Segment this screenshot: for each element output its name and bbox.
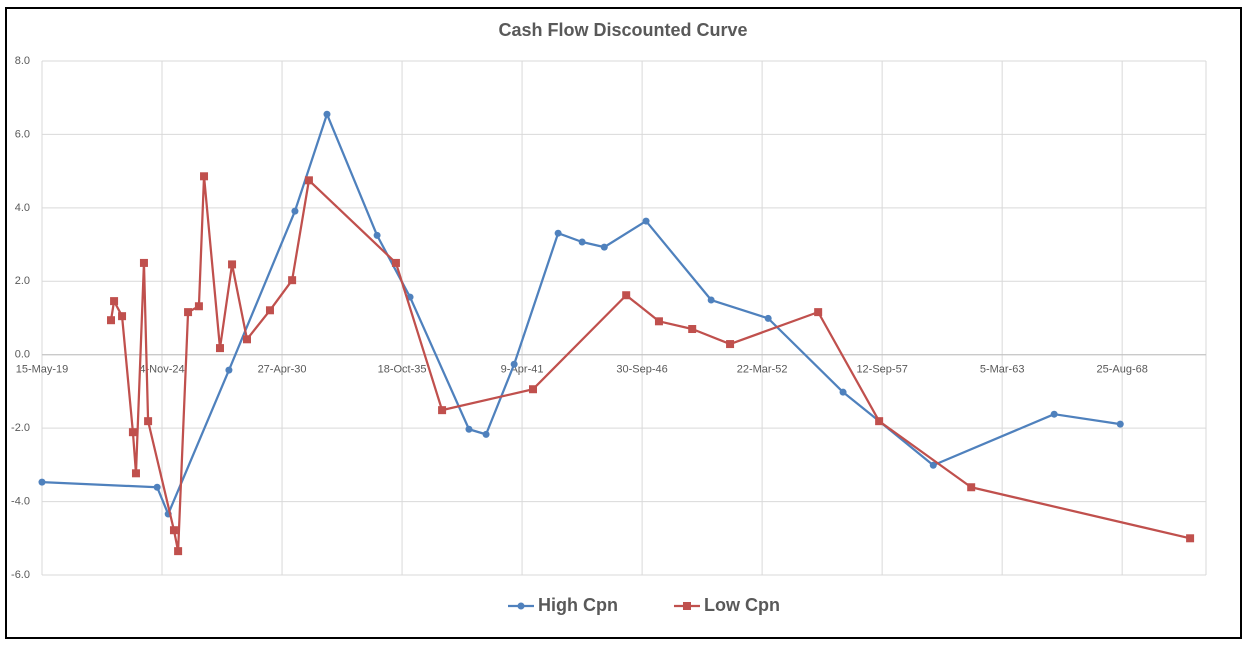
- y-tick-label: -2.0: [11, 422, 30, 434]
- x-tick-label: 18-Oct-35: [378, 364, 427, 376]
- data-point: [144, 417, 153, 426]
- data-point: [438, 406, 447, 415]
- data-point: [510, 360, 518, 368]
- x-tick-label: 30-Sep-46: [616, 364, 667, 376]
- data-point: [600, 243, 608, 251]
- data-point: [228, 260, 237, 269]
- data-point: [764, 314, 772, 322]
- chart-title: Cash Flow Discounted Curve: [498, 20, 747, 40]
- data-point: [1116, 420, 1124, 428]
- data-point: [304, 176, 313, 185]
- data-point: [139, 258, 148, 267]
- y-tick-label: 0.0: [15, 349, 30, 361]
- chart-border: [5, 7, 1242, 639]
- y-tick-label: 4.0: [15, 202, 30, 214]
- data-point: [184, 308, 193, 317]
- data-point: [174, 547, 183, 556]
- data-point: [528, 385, 537, 394]
- x-tick-label: 27-Apr-30: [258, 364, 307, 376]
- data-point: [726, 340, 735, 349]
- x-tick-label: 5-Mar-63: [980, 364, 1025, 376]
- data-point: [153, 483, 161, 491]
- data-point: [967, 483, 976, 492]
- y-tick-label: -4.0: [11, 495, 30, 507]
- data-point: [373, 231, 381, 239]
- data-point: [291, 207, 299, 215]
- x-tick-label: 12-Sep-57: [856, 364, 907, 376]
- data-point: [482, 430, 490, 438]
- data-point: [688, 325, 697, 334]
- data-point: [642, 217, 650, 225]
- x-tick-label: 22-Mar-52: [737, 364, 788, 376]
- legend-label: High Cpn: [538, 595, 618, 615]
- x-tick-label: 9-Apr-41: [501, 364, 544, 376]
- data-point: [265, 306, 274, 315]
- data-point: [1050, 410, 1058, 418]
- legend-marker: [682, 602, 691, 610]
- data-point: [169, 526, 178, 535]
- data-point: [654, 317, 663, 326]
- series-line: [41, 113, 1121, 516]
- data-point: [465, 425, 473, 433]
- data-point: [242, 335, 251, 344]
- legend-marker: [517, 602, 525, 610]
- y-tick-label: 8.0: [15, 55, 30, 67]
- x-tick-label: 25-Aug-68: [1096, 364, 1147, 376]
- data-point: [110, 297, 119, 306]
- data-point: [391, 258, 400, 267]
- data-point: [323, 110, 331, 118]
- data-point: [194, 302, 203, 311]
- data-point: [131, 469, 140, 478]
- data-point: [929, 461, 937, 469]
- data-point: [128, 428, 137, 437]
- x-tick-label: 15-May-19: [16, 364, 69, 376]
- data-point: [875, 417, 884, 426]
- data-point: [622, 291, 631, 300]
- data-point: [554, 229, 562, 237]
- legend-label: Low Cpn: [704, 595, 780, 615]
- y-tick-label: 6.0: [15, 128, 30, 140]
- data-point: [200, 172, 209, 181]
- y-tick-label: 2.0: [15, 275, 30, 287]
- data-point: [225, 366, 233, 374]
- data-point: [1186, 534, 1195, 543]
- data-point: [814, 308, 823, 317]
- data-point: [839, 388, 847, 396]
- x-tick-label: 4-Nov-24: [139, 364, 184, 376]
- data-point: [38, 478, 46, 486]
- y-tick-label: -6.0: [11, 569, 30, 581]
- data-point: [215, 344, 224, 353]
- data-point: [707, 296, 715, 304]
- data-point: [118, 312, 127, 321]
- data-point: [288, 276, 297, 285]
- data-point: [107, 316, 116, 325]
- data-point: [578, 238, 586, 246]
